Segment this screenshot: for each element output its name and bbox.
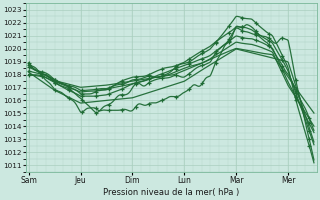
- X-axis label: Pression niveau de la mer( hPa ): Pression niveau de la mer( hPa ): [103, 188, 239, 197]
